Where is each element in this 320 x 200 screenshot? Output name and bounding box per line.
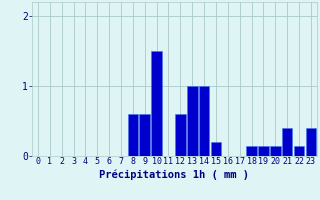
Bar [199,86,209,156]
Bar [187,86,197,156]
X-axis label: Précipitations 1h ( mm ): Précipitations 1h ( mm ) [100,169,249,180]
Bar [246,146,257,156]
Bar [140,114,150,156]
Bar [175,114,186,156]
Bar [211,142,221,156]
Bar [258,146,269,156]
Bar [294,146,304,156]
Bar [270,146,281,156]
Bar [128,114,138,156]
Bar [306,128,316,156]
Bar [282,128,292,156]
Bar [151,51,162,156]
